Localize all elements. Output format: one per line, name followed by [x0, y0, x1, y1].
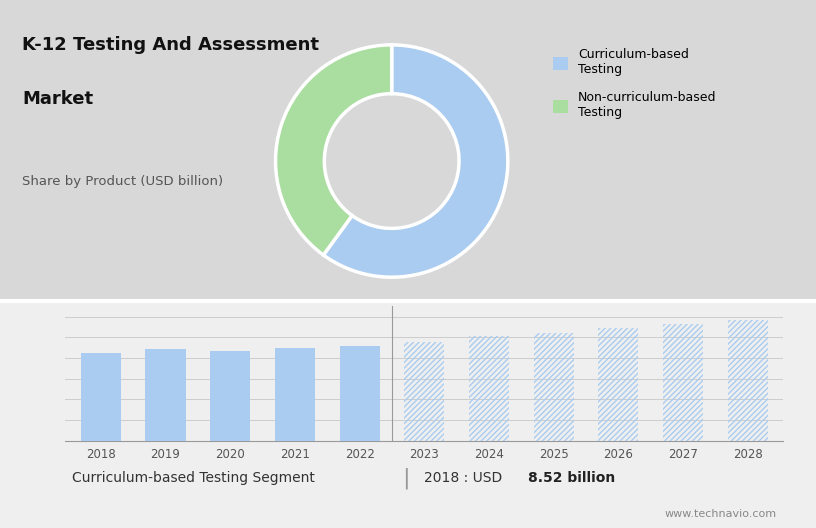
Wedge shape [276, 45, 392, 255]
Text: 2018 : USD: 2018 : USD [424, 471, 507, 485]
Bar [211, 351, 251, 441]
Legend: Curriculum-based
Testing, Non-curriculum-based
Testing: Curriculum-based Testing, Non-curriculum… [553, 49, 716, 119]
Text: Market: Market [22, 90, 93, 108]
Bar [145, 349, 185, 441]
Bar [663, 324, 703, 441]
Bar [339, 346, 379, 441]
Bar [81, 353, 121, 441]
Text: |: | [402, 467, 410, 489]
Bar [534, 333, 574, 441]
Text: Share by Product (USD billion): Share by Product (USD billion) [22, 175, 223, 187]
Text: 8.52 billion: 8.52 billion [529, 471, 616, 485]
Bar [469, 336, 509, 441]
Wedge shape [323, 45, 508, 277]
Text: www.technavio.com: www.technavio.com [664, 510, 776, 520]
Text: Curriculum-based Testing Segment: Curriculum-based Testing Segment [73, 471, 315, 485]
Bar [598, 328, 638, 441]
Bar [728, 319, 768, 441]
Text: K-12 Testing And Assessment: K-12 Testing And Assessment [22, 36, 319, 54]
Bar [404, 343, 445, 441]
Bar [275, 348, 315, 441]
